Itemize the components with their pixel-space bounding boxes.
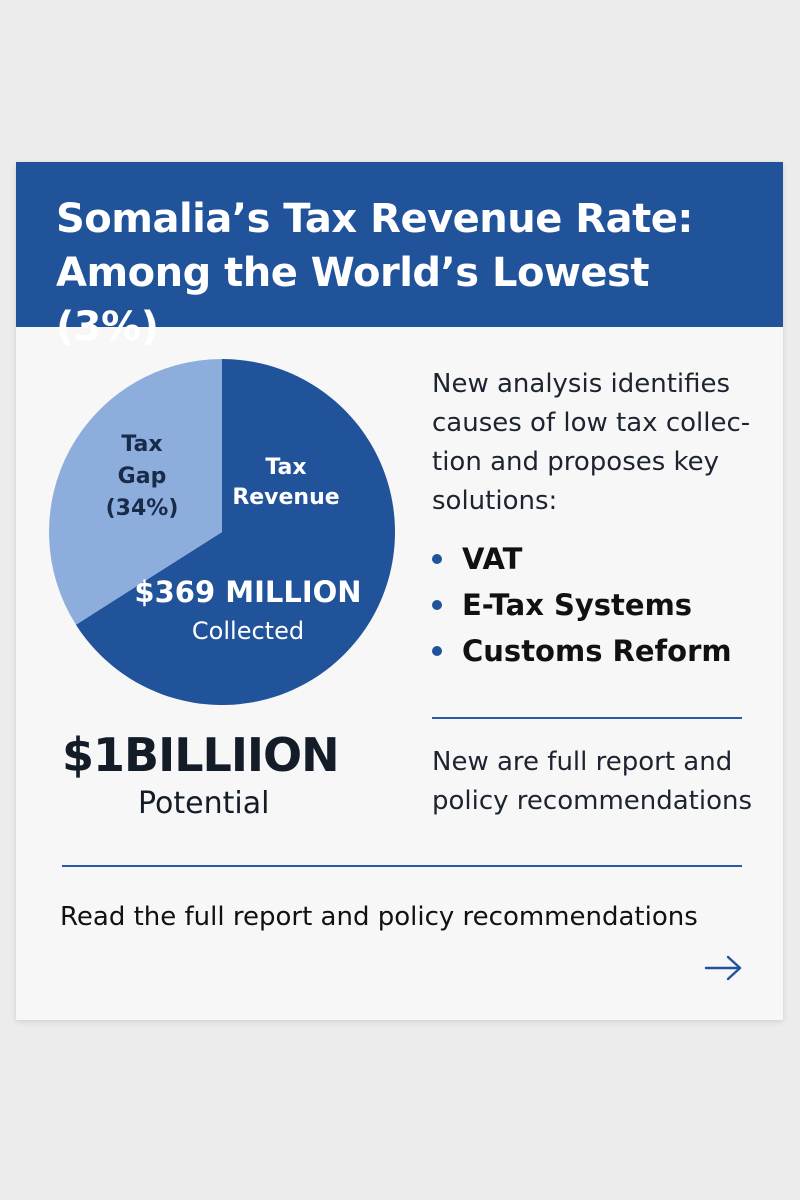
solution-item-customs: Customs Reform bbox=[432, 628, 732, 674]
solution-label: Customs Reform bbox=[462, 634, 732, 668]
pie-slice-tax-revenue bbox=[75, 359, 395, 705]
tax-pie-chart: Tax Revenue Tax Gap (34%) $369 MILLION Collect… bbox=[46, 356, 398, 708]
promo-text: New are full report and policy recommend… bbox=[432, 747, 753, 816]
divider bbox=[62, 865, 742, 867]
arrow-right-icon[interactable] bbox=[704, 952, 744, 984]
potential-label: Potential bbox=[138, 786, 270, 821]
solutions-list: VAT E-Tax Systems Customs Reform bbox=[432, 536, 732, 674]
page-title: Somalia’s Tax Revenue Rate: Among the Wo… bbox=[56, 196, 693, 350]
solution-item-vat: VAT bbox=[432, 536, 732, 582]
read-report-link[interactable]: Read the full report and policy recommen… bbox=[60, 902, 698, 932]
analysis-intro: New analysis identifies causes of low ta… bbox=[432, 369, 751, 516]
header-banner: Somalia’s Tax Revenue Rate: Among the Wo… bbox=[16, 162, 783, 350]
potential-value: $1BILLIION bbox=[62, 728, 340, 782]
bullet-icon bbox=[432, 600, 442, 610]
solution-item-e-tax: E-Tax Systems bbox=[432, 582, 732, 628]
slice-label-tax-gap: Tax Gap (34%) bbox=[106, 432, 179, 521]
pie-slice-tax-gap bbox=[49, 359, 222, 625]
divider bbox=[432, 717, 742, 719]
collected-value: $369 MILLION bbox=[134, 575, 361, 609]
collected-caption: Collected bbox=[192, 617, 304, 645]
infographic-card: Somalia’s Tax Revenue Rate: Among the Wo… bbox=[16, 162, 783, 1020]
solution-label: VAT bbox=[462, 542, 523, 576]
bullet-icon bbox=[432, 554, 442, 564]
solution-label: E-Tax Systems bbox=[462, 588, 693, 622]
slice-label-tax-revenue: Tax Revenue bbox=[232, 455, 339, 510]
bullet-icon bbox=[432, 646, 442, 656]
pie-chart-svg: Tax Revenue Tax Gap (34%) $369 MILLION Collect… bbox=[49, 359, 395, 705]
